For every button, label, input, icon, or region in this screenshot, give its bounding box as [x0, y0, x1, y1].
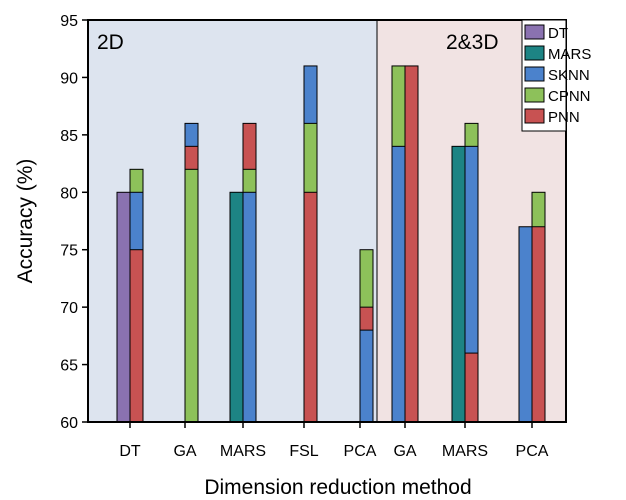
legend-label-sknn: SKNN [548, 67, 590, 84]
legend-label-mars: MARS [548, 46, 591, 63]
y-tick-label-80: 80 [60, 185, 78, 202]
y-tick-label-65: 65 [60, 358, 78, 375]
x-axis: DT GA MARS FSL PCA GA MARS PCA [119, 422, 549, 460]
x-axis-title: Dimension reduction method [204, 476, 471, 499]
x-tick-label-0: DT [119, 443, 141, 460]
legend-label-cpnn: CPNN [548, 88, 591, 105]
bar-segment-1-pnn [129, 249, 144, 423]
bar-segment-12-pnn [531, 226, 546, 423]
plot-regions [88, 20, 566, 422]
y-tick-label-75: 75 [60, 243, 78, 260]
bars-layer [116, 65, 546, 423]
y-axis: 60 65 70 75 80 85 90 95 [60, 13, 88, 432]
legend-swatch-dt [524, 24, 545, 40]
bar-segment-7-sknn [391, 145, 406, 423]
y-tick-label-60: 60 [60, 415, 78, 432]
x-tick-label-7: PCA [516, 443, 549, 460]
x-tick-label-6: MARS [442, 443, 488, 460]
x-tick-label-1: GA [173, 443, 196, 460]
bar-segment-0-dt [116, 191, 131, 423]
plot-frame [87, 19, 567, 423]
bar-segment-4-sknn [242, 191, 257, 423]
legend-swatch-mars [524, 45, 545, 61]
bar-segment-8-pnn [404, 65, 419, 423]
region-label-2-3d: 2&3D [446, 31, 499, 54]
legend-swatch-cpnn [524, 87, 545, 103]
bar-segment-9-mars [451, 145, 466, 423]
region-labels: 2D 2&3D [97, 31, 499, 54]
region-label-2d: 2D [97, 31, 124, 54]
x-tick-label-5: GA [393, 443, 416, 460]
y-tick-label-85: 85 [60, 128, 78, 145]
legend-swatch-sknn [524, 66, 545, 82]
bar-segment-2-cpnn [184, 168, 199, 423]
legend-label-pnn: PNN [548, 109, 580, 126]
bar-segment-5-pnn [303, 191, 318, 423]
y-tick-label-95: 95 [60, 13, 78, 30]
legend: DT MARS SKNN CPNN PNN [521, 19, 591, 132]
bar-segment-11-sknn [518, 226, 533, 423]
legend-swatch-pnn [524, 108, 545, 124]
y-axis-title: Accuracy (%) [14, 159, 37, 284]
bar-segment-10-pnn [464, 352, 479, 423]
y-tick-label-70: 70 [60, 300, 78, 317]
x-tick-label-2: MARS [220, 443, 266, 460]
x-tick-label-3: FSL [289, 443, 318, 460]
x-tick-label-4: PCA [344, 443, 377, 460]
bar-segment-6-sknn [359, 329, 374, 423]
bar-segment-3-mars [229, 191, 244, 423]
legend-label-dt: DT [548, 25, 568, 42]
y-tick-label-90: 90 [60, 70, 78, 87]
